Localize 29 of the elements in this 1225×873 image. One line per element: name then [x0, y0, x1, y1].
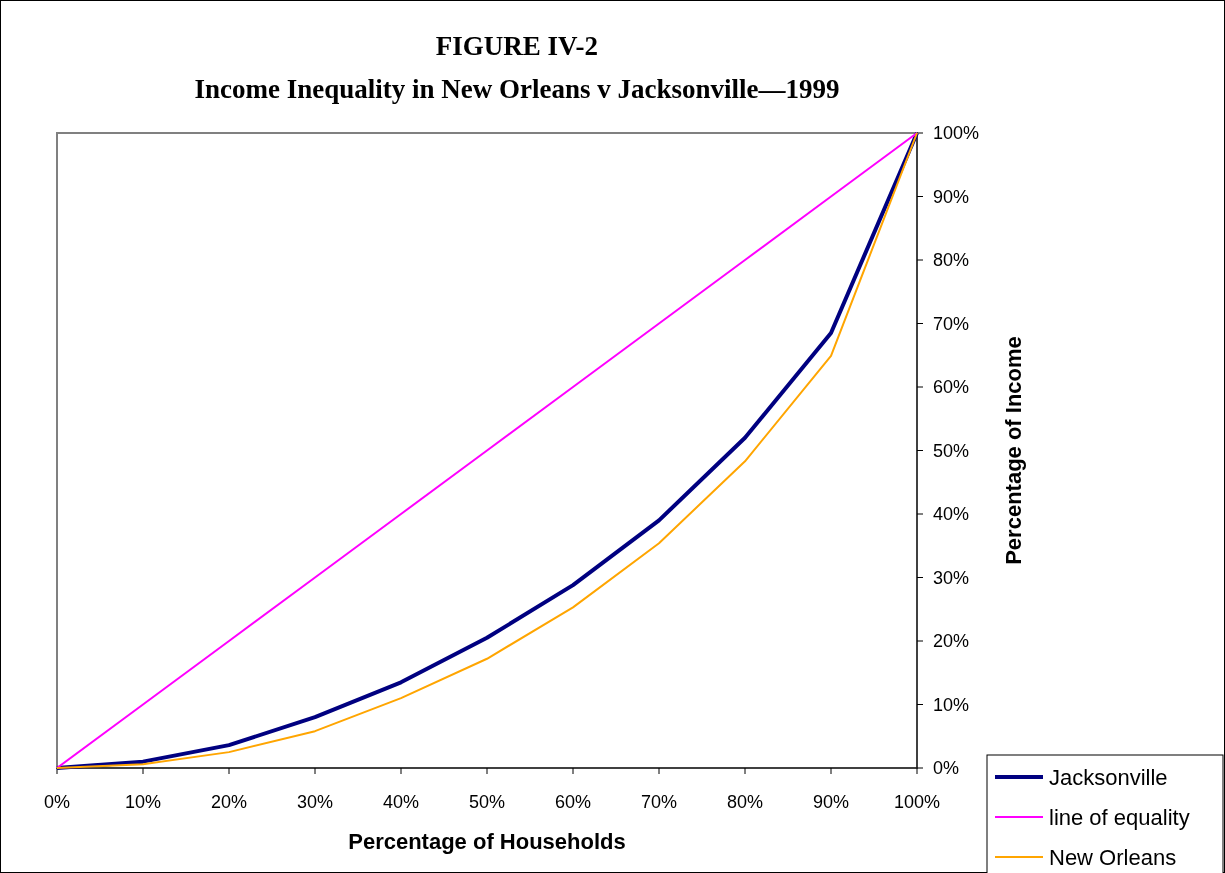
x-tick-label: 40% — [382, 792, 420, 812]
y-tick-label: 40% — [933, 504, 970, 524]
x-tick-label: 60% — [554, 792, 592, 812]
x-tick-label: 90% — [812, 792, 850, 812]
y-axis-title: Percentage of Income — [1001, 336, 1026, 565]
x-tick-label: 0% — [43, 792, 71, 812]
chart-subtitle: Income Inequality in New Orleans v Jacksonville—1999 — [194, 74, 840, 104]
y-tick-label: 0% — [933, 758, 960, 778]
y-tick-label: 100% — [933, 123, 980, 143]
y-tick-label: 20% — [933, 631, 970, 651]
x-tick-label: 30% — [296, 792, 334, 812]
x-tick-label: 70% — [640, 792, 678, 812]
y-tick-label: 10% — [933, 694, 970, 715]
x-tick-label: 20% — [210, 792, 248, 812]
x-tick-label: 80% — [726, 792, 764, 812]
x-tick-label: 100% — [893, 792, 941, 812]
legend-label: New Orleans — [1049, 845, 1177, 870]
y-tick-label: 60% — [933, 377, 970, 397]
legend-label: Jacksonville — [1049, 765, 1168, 790]
y-tick-label: 50% — [933, 440, 970, 461]
chart-title: FIGURE IV-2 — [435, 31, 599, 61]
x-tick-label: 50% — [468, 792, 506, 812]
y-tick-label: 80% — [933, 250, 970, 270]
legend-label: line of equality — [1049, 805, 1190, 830]
x-axis-title: Percentage of Households — [348, 829, 626, 854]
y-tick-label: 90% — [933, 186, 970, 207]
x-tick-label: 10% — [124, 792, 162, 812]
y-tick-label: 70% — [933, 313, 970, 334]
y-tick-label: 30% — [933, 567, 970, 588]
